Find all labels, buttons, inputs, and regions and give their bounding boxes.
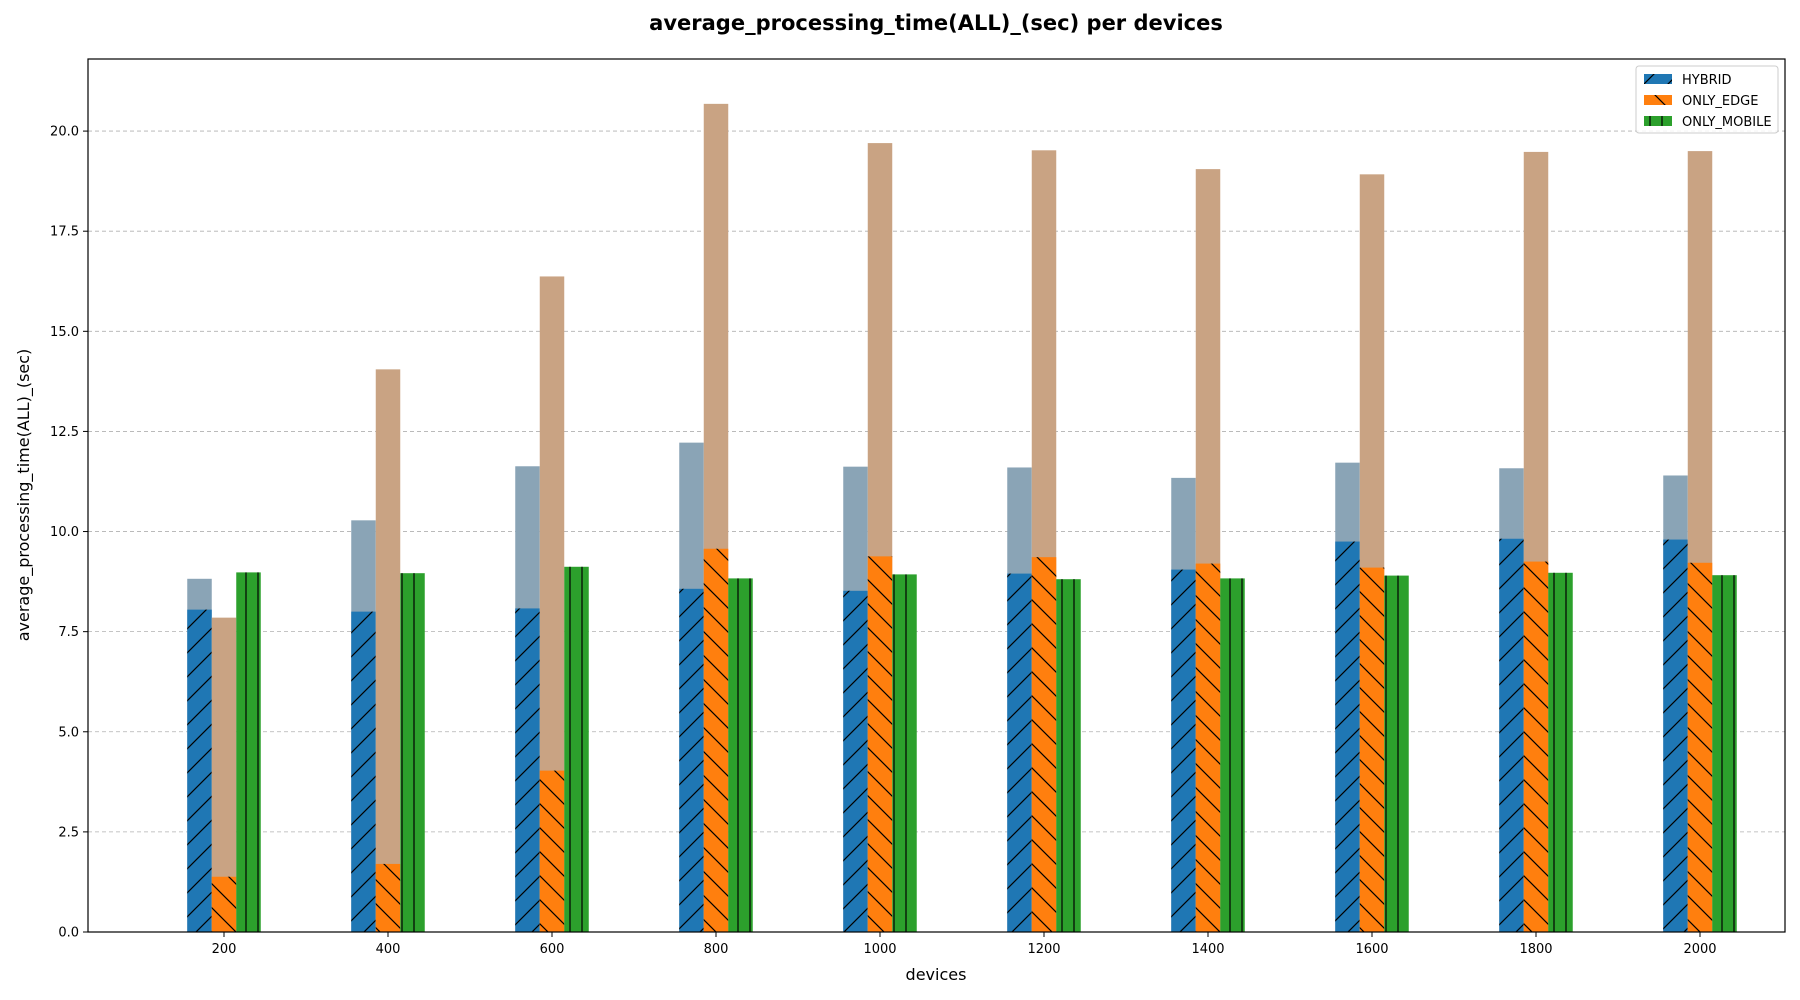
bar-hatch-only-mobile [236,572,261,932]
bar-hatch-hybrid [1171,569,1196,932]
bar-hatch-only-mobile [892,574,917,932]
bar-hatch-only-edge [1523,561,1549,932]
x-tick-label: 1400 [1191,942,1224,957]
y-axis-label: average_processing_time(ALL)_(sec) [14,349,34,642]
x-tick-label: 1000 [863,942,896,957]
bar-hatch-only-mobile [400,573,425,932]
legend-swatch-hatch [1644,116,1672,126]
legend: HYBRID ONLY_EDGE ONLY_MOBILE [1635,65,1779,134]
y-tick-label: 0.0 [58,926,79,941]
x-tick-label: 1600 [1355,942,1388,957]
bar-hatch-hybrid [351,611,376,932]
y-tick-label: 17.5 [50,225,79,240]
y-tick-label: 12.5 [50,425,79,440]
y-tick-label: 10.0 [50,525,79,540]
y-tick-label: 5.0 [58,725,79,740]
x-tick-label: 1800 [1519,942,1552,957]
bar-hatch-only-mobile [564,566,589,932]
legend-swatch-hatch [1644,95,1672,105]
chart-title: average_processing_time(ALL)_(sec) per d… [649,11,1223,35]
y-tick-label: 15.0 [50,325,79,340]
x-axis-label: devices [906,965,967,984]
bar-hatch-only-mobile [1220,578,1245,932]
bar-hatch-only-mobile [1056,579,1081,932]
bar-hatch-hybrid [187,609,212,932]
x-tick-label: 600 [540,942,565,957]
legend-label-hybrid: HYBRID [1682,73,1732,88]
y-tick-label: 7.5 [58,625,79,640]
bar-hatch-only-edge [1031,557,1057,932]
bar-hatch-hybrid [679,588,704,932]
y-tick-label: 20.0 [50,125,79,140]
y-tick-label: 2.5 [58,825,79,840]
x-tick-label: 2000 [1683,942,1716,957]
bar-hatch-only-edge [539,770,565,932]
bar-hatch-only-edge [375,863,401,932]
bar-hatch-hybrid [1499,538,1524,932]
x-tick-label: 200 [212,942,237,957]
bar-hatch-only-mobile [1548,572,1573,932]
legend-swatch-hatch [1644,74,1672,84]
bars-group [187,103,1737,933]
bar-hatch-only-mobile [1384,575,1409,932]
bar-hatch-hybrid [843,590,868,932]
bar-hatch-only-edge [867,556,893,932]
x-tick-label: 1200 [1027,942,1060,957]
legend-label-only-edge: ONLY_EDGE [1682,94,1758,109]
legend-label-only-mobile: ONLY_MOBILE [1682,115,1772,130]
bar-hatch-only-edge [1195,563,1221,932]
bar-hatch-only-edge [211,876,237,932]
bar-hatch-hybrid [1335,541,1360,932]
x-tick-label: 400 [376,942,401,957]
bar-hatch-hybrid [515,608,540,932]
bar-hatch-hybrid [1007,573,1032,932]
bar-hatch-only-edge [703,548,729,932]
bar-hatch-only-mobile [1712,575,1737,932]
bar-hatch-only-edge [1359,567,1385,932]
bar-hatch-only-edge [1687,562,1713,932]
bar-background-only-edge [375,369,401,933]
x-tick-label: 800 [704,942,729,957]
plot-frame [87,58,1786,933]
x-axis-ticks: 200 400 600 800 1000 1200 1400 1600 1800 2000 [212,932,1717,957]
y-axis-ticks: 0.0 2.5 5.0 7.5 10.0 12.5 15.0 17.5 20.0 [50,125,88,941]
bar-hatch-only-mobile [728,578,753,932]
bar-hatch-hybrid [1663,539,1688,932]
